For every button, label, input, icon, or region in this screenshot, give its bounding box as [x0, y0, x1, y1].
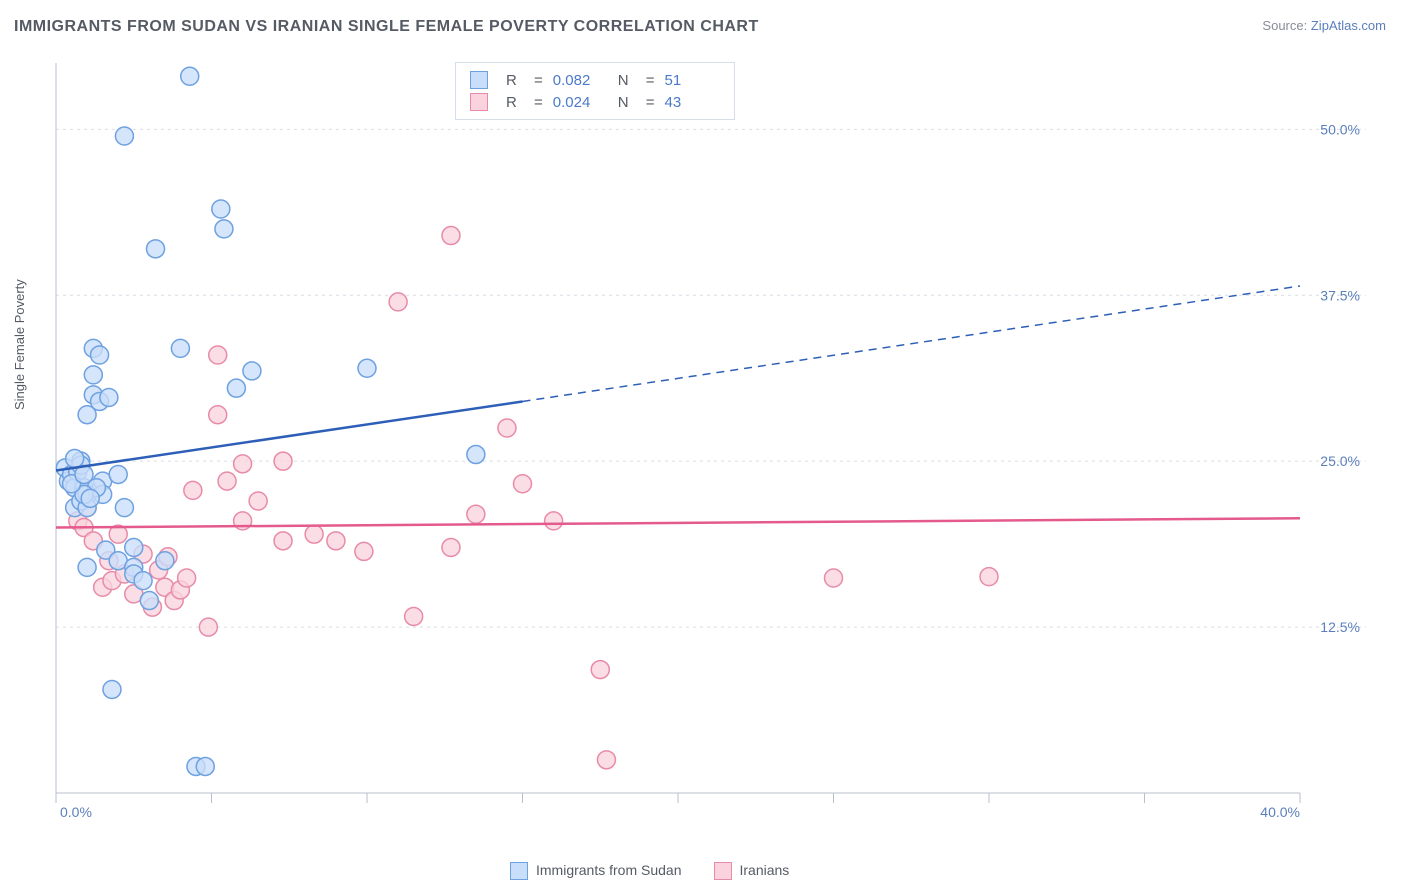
source-value: ZipAtlas.com: [1311, 18, 1386, 33]
svg-text:40.0%: 40.0%: [1260, 804, 1300, 820]
bottom-legend: Immigrants from Sudan Iranians: [510, 862, 789, 880]
legend-item: Iranians: [714, 862, 790, 880]
legend-swatch: [714, 862, 732, 880]
stat-r-value: 0.082: [553, 72, 608, 89]
legend-item: Immigrants from Sudan: [510, 862, 682, 880]
stat-n-value: 51: [665, 72, 720, 89]
legend-swatch: [510, 862, 528, 880]
equals: =: [646, 94, 655, 111]
legend-swatch: [470, 71, 488, 89]
stat-n-label: N: [618, 72, 636, 89]
source-attribution: Source: ZipAtlas.com: [1262, 18, 1386, 33]
legend-swatch: [470, 93, 488, 111]
svg-text:50.0%: 50.0%: [1320, 121, 1360, 137]
stat-r-label: R: [506, 94, 524, 111]
chart-container: IMMIGRANTS FROM SUDAN VS IRANIAN SINGLE …: [0, 0, 1406, 892]
legend-label: Iranians: [740, 862, 790, 878]
svg-text:37.5%: 37.5%: [1320, 287, 1360, 303]
chart-title: IMMIGRANTS FROM SUDAN VS IRANIAN SINGLE …: [14, 18, 759, 36]
y-axis-label: Single Female Poverty: [12, 279, 27, 410]
equals: =: [534, 94, 543, 111]
stat-n-value: 43: [665, 94, 720, 111]
svg-text:25.0%: 25.0%: [1320, 453, 1360, 469]
stat-r-value: 0.024: [553, 94, 608, 111]
stat-r-label: R: [506, 72, 524, 89]
source-label: Source:: [1262, 18, 1307, 33]
svg-text:12.5%: 12.5%: [1320, 619, 1360, 635]
stats-legend-row: R = 0.024 N = 43: [470, 91, 720, 113]
stats-legend-row: R = 0.082 N = 51: [470, 69, 720, 91]
stat-n-label: N: [618, 94, 636, 111]
equals: =: [534, 72, 543, 89]
stats-legend: R = 0.082 N = 51 R = 0.024 N = 43: [455, 62, 735, 120]
scatter-plot: 12.5% 25.0% 37.5% 50.0% 0.0% 40.0%: [50, 55, 1366, 823]
svg-text:0.0%: 0.0%: [60, 804, 92, 820]
equals: =: [646, 72, 655, 89]
legend-label: Immigrants from Sudan: [536, 862, 682, 878]
